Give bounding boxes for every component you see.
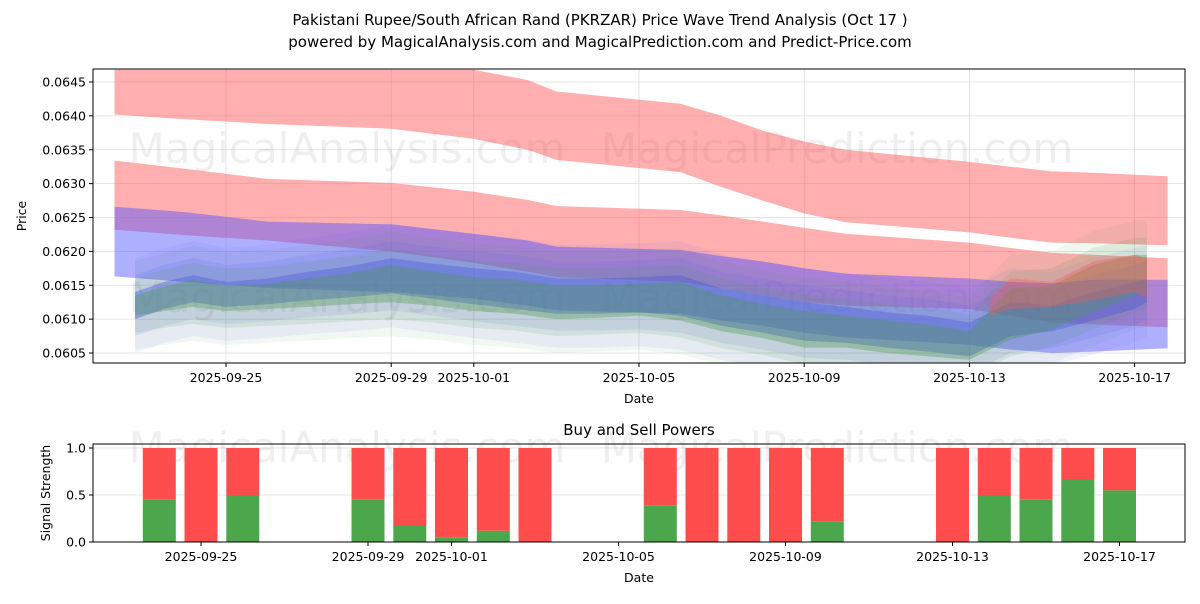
price-y-tick-label: 0.0615 xyxy=(42,278,86,293)
chart-title: Pakistani Rupee/South African Rand (PKRZ… xyxy=(292,11,907,29)
watermark-left-lower: MagicalAnalysis.com xyxy=(129,273,566,322)
price-y-tick-label: 0.0630 xyxy=(42,176,86,191)
upper-red-band xyxy=(114,69,1168,246)
buy-bar xyxy=(1061,479,1095,542)
sell-bar xyxy=(226,448,260,495)
buy-bar xyxy=(393,526,427,542)
signal-chart-title: Buy and Sell Powers xyxy=(563,421,715,439)
buy-bar xyxy=(351,499,385,542)
signal-y-tick-label: 0.0 xyxy=(66,535,86,550)
price-y-tick-label: 0.0610 xyxy=(42,312,86,327)
buy-bar xyxy=(435,537,468,542)
signal-plot-frame xyxy=(92,443,1186,543)
middle-red-band xyxy=(114,160,1168,328)
signal-y-ticks: 0.0 0.5 1.0 xyxy=(66,441,93,550)
price-wave-green-halo xyxy=(135,220,1147,363)
chart-subtitle: powered by MagicalAnalysis.com and Magic… xyxy=(288,33,912,51)
price-x-ticks: 2025-09-25 2025-09-29 2025-10-01 2025-10-05… xyxy=(190,363,1171,385)
price-x-label: Date xyxy=(624,391,654,406)
price-y-tick-label: 0.0605 xyxy=(42,346,86,361)
buy-bar xyxy=(1019,499,1053,542)
price-grid xyxy=(93,69,1185,363)
price-x-tick-label: 2025-09-25 xyxy=(190,370,263,385)
sell-bar xyxy=(769,448,802,542)
signal-y-label: Signal Strength xyxy=(38,445,53,541)
buy-bar xyxy=(810,521,844,542)
price-y-label: Price xyxy=(14,200,29,231)
sell-bar xyxy=(518,448,552,542)
signal-y-tick-label: 0.5 xyxy=(66,488,86,503)
price-x-tick-label: 2025-09-29 xyxy=(355,370,428,385)
buy-bar xyxy=(142,499,176,542)
sell-bar xyxy=(936,448,969,542)
purple-forecast-wave xyxy=(990,254,1147,316)
price-y-tick-label: 0.0635 xyxy=(42,142,86,157)
watermark-right-lower: MagicalPrediction.com xyxy=(601,273,1074,322)
sell-bar xyxy=(351,448,385,500)
sell-bar xyxy=(435,448,468,538)
buy-bar xyxy=(1103,490,1136,542)
signal-x-ticks: 2025-09-25 2025-09-29 2025-10-01 2025-10-05… xyxy=(165,542,1156,564)
sell-bar xyxy=(727,448,761,542)
watermark-right: MagicalPrediction.com xyxy=(601,124,1074,173)
buy-bar xyxy=(643,505,677,542)
price-wave-blue-halo xyxy=(135,224,1147,363)
signal-chart: Buy and Sell Powers MagicalAnalysis.com … xyxy=(38,421,1186,585)
price-x-tick-label: 2025-10-17 xyxy=(1098,370,1171,385)
buy-bar xyxy=(226,495,260,542)
price-y-tick-label: 0.0640 xyxy=(42,108,86,123)
signal-x-tick-label: 2025-10-05 xyxy=(582,549,655,564)
sell-bar xyxy=(1061,448,1095,479)
sell-bar xyxy=(643,448,677,506)
sell-bar xyxy=(1019,448,1053,500)
price-wave-blue-halo xyxy=(135,241,1147,363)
sell-bar xyxy=(1103,448,1136,491)
buy-bar xyxy=(476,530,510,542)
price-bands xyxy=(114,69,1168,363)
signal-x-tick-label: 2025-10-17 xyxy=(1083,549,1156,564)
price-wave-green xyxy=(135,254,1148,360)
sell-bar xyxy=(476,448,510,531)
upper-blue-band xyxy=(114,206,1168,353)
price-x-tick-label: 2025-10-13 xyxy=(933,370,1006,385)
price-y-ticks: 0.0605 0.0610 0.0615 0.0620 0.0625 0.0630 0.06… xyxy=(42,75,93,361)
signal-x-tick-label: 2025-10-13 xyxy=(916,549,989,564)
price-x-tick-label: 2025-10-05 xyxy=(603,370,676,385)
price-x-tick-label: 2025-10-09 xyxy=(768,370,841,385)
sell-bar xyxy=(810,448,844,522)
buy-bar xyxy=(977,495,1011,542)
signal-x-tick-label: 2025-10-01 xyxy=(415,549,488,564)
signal-y-tick-label: 1.0 xyxy=(66,441,86,456)
sell-bar xyxy=(685,448,719,542)
price-wave-green-halo xyxy=(135,237,1147,363)
watermark-left: MagicalAnalysis.com xyxy=(129,124,566,173)
sell-bar xyxy=(977,448,1011,495)
price-y-tick-label: 0.0620 xyxy=(42,244,86,259)
sell-bar xyxy=(393,448,427,526)
price-y-tick-label: 0.0645 xyxy=(42,75,86,90)
signal-x-tick-label: 2025-09-25 xyxy=(165,549,238,564)
price-chart: MagicalAnalysis.com MagicalPrediction.co… xyxy=(14,68,1186,406)
price-y-tick-label: 0.0625 xyxy=(42,210,86,225)
signal-bars xyxy=(142,448,1136,542)
sell-bar xyxy=(142,448,176,500)
signal-x-tick-label: 2025-09-29 xyxy=(332,549,405,564)
price-x-tick-label: 2025-10-01 xyxy=(437,370,510,385)
price-wave-blue xyxy=(135,258,1148,357)
signal-x-tick-label: 2025-10-09 xyxy=(749,549,822,564)
sell-bar xyxy=(184,448,218,542)
signal-x-label: Date xyxy=(624,570,654,585)
